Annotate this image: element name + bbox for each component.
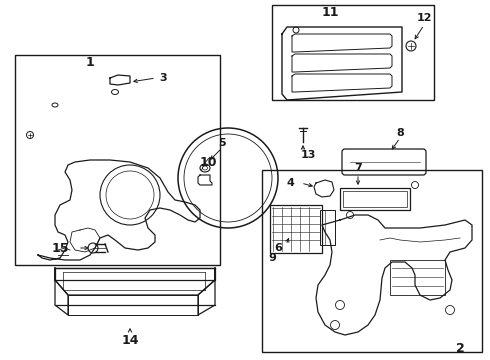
Bar	[390, 260, 445, 295]
Text: 1: 1	[86, 55, 95, 68]
Text: 7: 7	[354, 163, 362, 173]
Bar	[15, 55, 220, 265]
Text: 11: 11	[321, 5, 339, 18]
Text: 2: 2	[456, 342, 465, 355]
Text: 4: 4	[286, 178, 294, 188]
Bar	[343, 191, 407, 207]
Text: 9: 9	[268, 253, 276, 263]
Text: 13: 13	[300, 150, 316, 160]
Text: 15: 15	[51, 242, 69, 255]
Text: 10: 10	[199, 157, 217, 170]
Text: 3: 3	[159, 73, 167, 83]
Text: 12: 12	[416, 13, 432, 23]
Bar	[272, 5, 434, 100]
Bar	[340, 188, 410, 210]
Bar	[270, 205, 322, 253]
Text: 5: 5	[218, 138, 226, 148]
Text: 14: 14	[121, 333, 139, 346]
Text: 8: 8	[396, 128, 404, 138]
Bar	[262, 170, 482, 352]
Text: 6: 6	[274, 243, 282, 253]
Bar	[320, 210, 335, 245]
